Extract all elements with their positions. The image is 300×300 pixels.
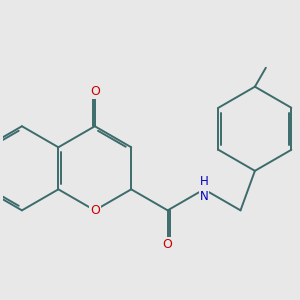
Text: O: O	[90, 85, 100, 98]
Text: O: O	[163, 238, 172, 251]
Text: O: O	[90, 204, 100, 217]
Text: H
N: H N	[200, 175, 208, 203]
